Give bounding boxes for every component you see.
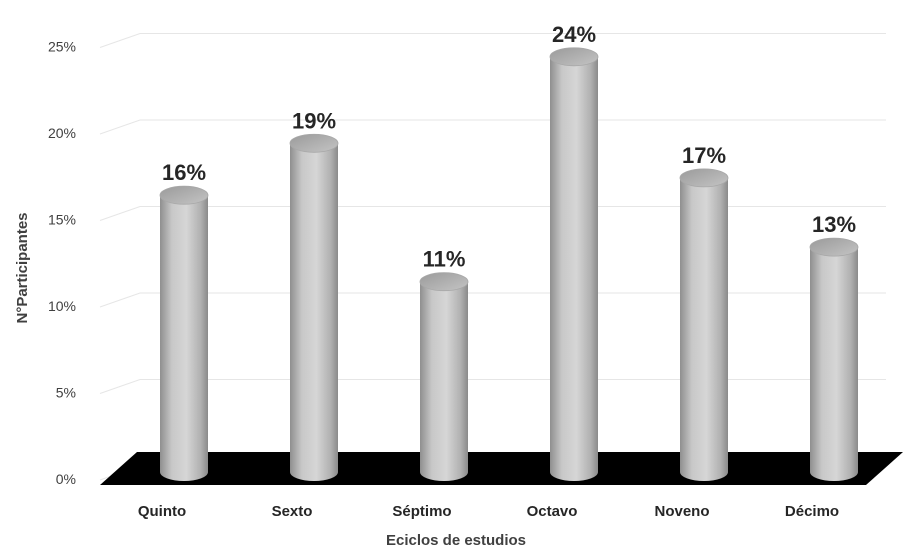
bar-body xyxy=(160,195,208,481)
y-tick-label: 15% xyxy=(48,212,76,228)
category-label: Sexto xyxy=(272,503,313,520)
bar-cap xyxy=(549,47,599,67)
bar: 13% xyxy=(809,212,859,481)
bar: 24% xyxy=(549,22,599,482)
bar-cap xyxy=(289,133,339,153)
gridline xyxy=(99,379,886,394)
category-label: Quinto xyxy=(138,503,186,520)
bars: 16% 19% 11% 24% 17% 13% xyxy=(159,22,859,482)
category-label: Octavo xyxy=(527,503,578,520)
gridline xyxy=(99,206,886,221)
gridline xyxy=(99,119,886,135)
bar: 11% xyxy=(419,247,469,481)
bar: 16% xyxy=(159,160,209,481)
bar-body xyxy=(680,177,728,481)
category-label: Décimo xyxy=(785,503,839,520)
y-tick-label: 0% xyxy=(56,471,76,487)
data-label: 24% xyxy=(552,22,596,47)
category-label: Séptimo xyxy=(392,503,451,520)
data-label: 13% xyxy=(812,212,856,237)
chart-floor xyxy=(100,452,903,485)
y-tick-label: 5% xyxy=(56,385,76,401)
bar: 17% xyxy=(679,143,729,481)
bar-cap xyxy=(809,237,859,257)
gridlines xyxy=(99,33,886,481)
y-tick-label: 25% xyxy=(48,39,76,55)
category-label: Noveno xyxy=(654,503,709,520)
bar-body xyxy=(550,56,598,482)
y-tick-label: 10% xyxy=(48,298,76,314)
x-axis-title: Eciclos de estudios xyxy=(386,532,526,549)
floor-plane xyxy=(100,452,903,485)
bar: 19% xyxy=(289,108,339,482)
data-label: 16% xyxy=(162,160,206,185)
bar-cap xyxy=(419,272,469,292)
y-axis-ticks: 0% 5% 10% 15% 20% 25% xyxy=(48,39,76,488)
gridline xyxy=(99,33,886,48)
bar-body xyxy=(290,143,338,482)
bar-cap xyxy=(679,168,729,188)
y-axis-title: N°Participantes xyxy=(14,212,31,323)
data-label: 11% xyxy=(423,247,466,272)
bar-body xyxy=(420,281,468,481)
gridline xyxy=(99,292,886,308)
x-axis-categories: Quinto Sexto Séptimo Octavo Noveno Décimo xyxy=(138,503,839,520)
data-label: 19% xyxy=(292,108,336,133)
y-tick-label: 20% xyxy=(48,125,76,141)
bar-cap xyxy=(159,185,209,205)
data-label: 17% xyxy=(682,143,726,168)
bar-body xyxy=(810,247,858,481)
